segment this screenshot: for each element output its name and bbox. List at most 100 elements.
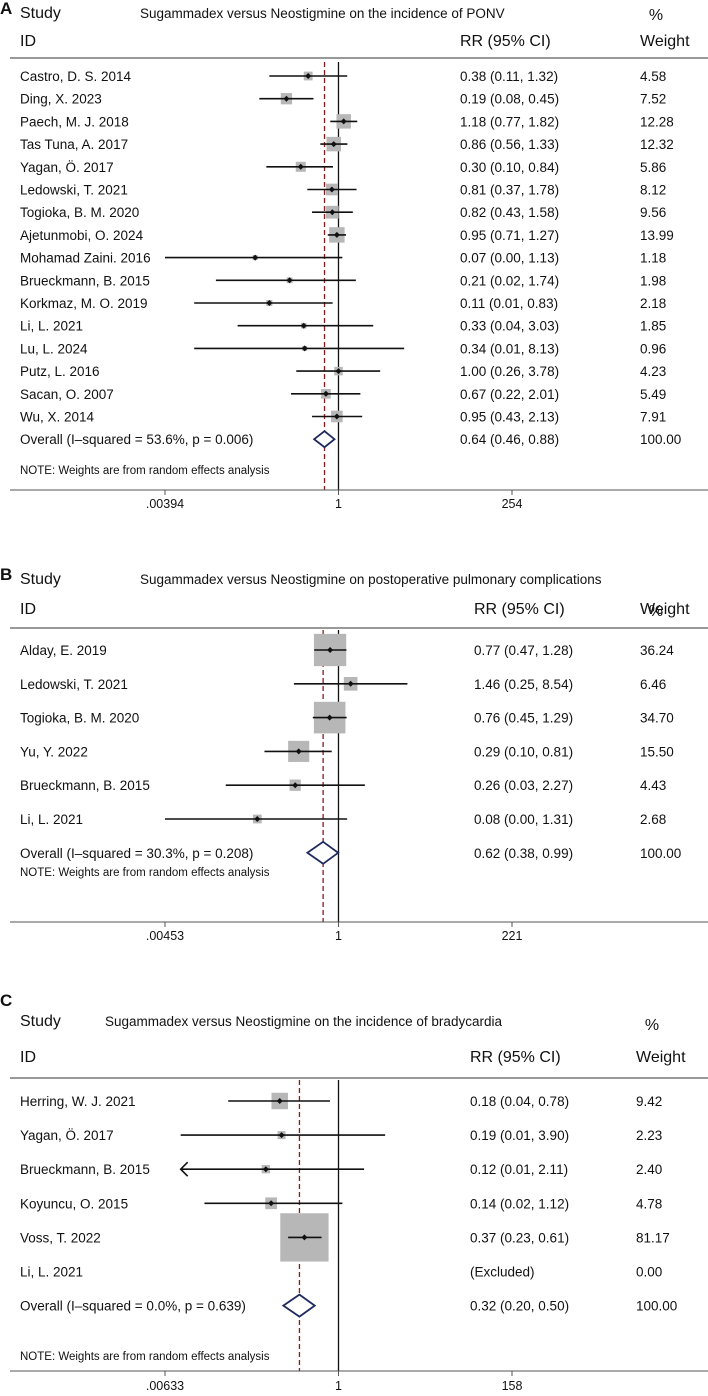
weight-value: 5.86 bbox=[640, 160, 666, 175]
weight-percent-header: % bbox=[645, 1017, 659, 1034]
study-label: Li, L. 2021 bbox=[20, 319, 83, 334]
point-estimate bbox=[329, 209, 336, 216]
study-label: Li, L. 2021 bbox=[20, 812, 83, 827]
panel-title: Sugammadex versus Neostigmine on postope… bbox=[140, 572, 602, 587]
x-axis-tick-label: 254 bbox=[502, 497, 523, 511]
study-row: Putz, L. 2016 1.00 (0.26, 3.78) 4.23 bbox=[20, 364, 666, 379]
rr-ci-value: 0.21 (0.02, 1.74) bbox=[460, 273, 559, 288]
x-axis-tick-label: .00633 bbox=[146, 1379, 184, 1393]
forest-panel-b: B Study Sugammadex versus Neostigmine on p… bbox=[0, 565, 708, 943]
point-estimate bbox=[252, 254, 259, 261]
weight-value: 12.28 bbox=[640, 114, 674, 129]
study-label: Brueckmann, B. 2015 bbox=[20, 1162, 150, 1177]
point-estimate bbox=[347, 680, 354, 687]
overall-rr-ci-value: 0.32 (0.20, 0.50) bbox=[470, 1299, 569, 1314]
rr-ci-value: 0.34 (0.01, 8.13) bbox=[460, 341, 559, 356]
x-axis-tick-label: 1 bbox=[335, 1379, 342, 1393]
point-estimate bbox=[305, 73, 312, 79]
rr-ci-value: 0.67 (0.22, 2.01) bbox=[460, 387, 559, 402]
study-label: Yu, Y. 2022 bbox=[20, 744, 88, 759]
study-label: Korkmaz, M. O. 2019 bbox=[20, 296, 148, 311]
study-row: Alday, E. 2019 0.77 (0.47, 1.28) 36.24 bbox=[20, 633, 674, 667]
study-label: Mohamad Zaini. 2016 bbox=[20, 251, 151, 266]
point-estimate bbox=[330, 141, 337, 148]
rr-ci-value: 1.46 (0.25, 8.54) bbox=[474, 677, 573, 692]
point-estimate bbox=[300, 322, 307, 329]
study-row: Brueckmann, B. 2015 0.26 (0.03, 2.27) 4.43 bbox=[20, 778, 666, 793]
rr-ci-value: 1.00 (0.26, 3.78) bbox=[460, 364, 559, 379]
study-row: Tas Tuna, A. 2017 0.86 (0.56, 1.33) 12.32 bbox=[20, 136, 674, 152]
point-estimate bbox=[326, 714, 333, 721]
point-estimate bbox=[327, 647, 334, 653]
rr-ci-value: 0.08 (0.00, 1.31) bbox=[474, 812, 573, 827]
rr-ci-value: 0.07 (0.00, 1.13) bbox=[460, 251, 559, 266]
weight-value: 9.56 bbox=[640, 205, 666, 220]
weight-value: 4.58 bbox=[640, 69, 666, 84]
weight-value: 7.52 bbox=[640, 92, 666, 107]
rr-ci-value: 0.82 (0.43, 1.58) bbox=[460, 205, 559, 220]
study-row: Li, L. 2021 0.08 (0.00, 1.31) 2.68 bbox=[20, 812, 666, 827]
rr-ci-value: 0.95 (0.43, 2.13) bbox=[460, 410, 559, 425]
weight-value: 34.70 bbox=[640, 711, 674, 726]
overall-rr-ci-value: 0.64 (0.46, 0.88) bbox=[460, 432, 559, 447]
overall-label: Overall (I–squared = 0.0%, p = 0.639) bbox=[20, 1299, 246, 1314]
weight-value: 1.85 bbox=[640, 319, 666, 334]
point-estimate bbox=[335, 368, 342, 375]
study-label: Lu, L. 2024 bbox=[20, 341, 88, 356]
point-estimate bbox=[333, 231, 340, 238]
rr-ci-value: 0.14 (0.02, 1.12) bbox=[470, 1196, 569, 1211]
panel-letter: C bbox=[0, 991, 12, 1010]
rr-ci-value: 0.18 (0.04, 0.78) bbox=[470, 1094, 569, 1109]
study-row: Togioka, B. M. 2020 0.76 (0.45, 1.29) 34.7… bbox=[20, 701, 674, 734]
study-label: Koyuncu, O. 2015 bbox=[20, 1196, 128, 1211]
rr-ci-value: 0.33 (0.04, 3.03) bbox=[460, 319, 559, 334]
point-estimate bbox=[295, 748, 302, 755]
rr-column-header: RR (95% CI) bbox=[460, 33, 551, 50]
id-column-header: ID bbox=[20, 1049, 36, 1066]
study-row: Ledowski, T. 2021 0.81 (0.37, 1.78) 8.12 bbox=[20, 183, 666, 198]
study-row: Mohamad Zaini. 2016 0.07 (0.00, 1.13) 1.18 bbox=[20, 251, 666, 266]
overall-weight-value: 100.00 bbox=[636, 1299, 677, 1314]
rr-ci-value: 0.26 (0.03, 2.27) bbox=[474, 778, 573, 793]
rr-ci-value: 0.29 (0.10, 0.81) bbox=[474, 744, 573, 759]
study-label: Togioka, B. M. 2020 bbox=[20, 711, 139, 726]
point-estimate bbox=[276, 1098, 283, 1104]
study-row: Li, L. 2021 (Excluded) 0.00 bbox=[20, 1265, 662, 1280]
study-row: Ledowski, T. 2021 1.46 (0.25, 8.54) 6.46 bbox=[20, 677, 666, 692]
overall-weight-value: 100.00 bbox=[640, 846, 681, 861]
rr-ci-value: 0.76 (0.45, 1.29) bbox=[474, 711, 573, 726]
weights-note: NOTE: Weights are from random effects an… bbox=[20, 1351, 270, 1363]
rr-ci-value: 0.19 (0.01, 3.90) bbox=[470, 1128, 569, 1143]
study-row: Li, L. 2021 0.33 (0.04, 3.03) 1.85 bbox=[20, 319, 666, 334]
study-label: Yagan, Ö. 2017 bbox=[20, 1128, 114, 1143]
x-axis-tick-label: 1 bbox=[335, 497, 342, 511]
point-estimate bbox=[283, 95, 290, 102]
study-row: Yagan, Ö. 2017 0.19 (0.01, 3.90) 2.23 bbox=[20, 1128, 662, 1143]
overall-diamond bbox=[281, 1293, 317, 1318]
rr-ci-value: 0.81 (0.37, 1.78) bbox=[460, 183, 559, 198]
study-label: Wu, X. 2014 bbox=[20, 410, 95, 425]
study-label: Castro, D. S. 2014 bbox=[20, 69, 132, 84]
study-column-header: Study bbox=[20, 5, 61, 22]
weight-value: 2.40 bbox=[636, 1162, 662, 1177]
point-estimate bbox=[322, 390, 329, 397]
point-estimate bbox=[262, 1166, 269, 1173]
study-row: Voss, T. 2022 0.37 (0.23, 0.61) 81.17 bbox=[20, 1213, 670, 1262]
rr-ci-value: (Excluded) bbox=[470, 1265, 535, 1280]
rr-ci-value: 0.12 (0.01, 2.11) bbox=[470, 1162, 568, 1177]
rr-ci-value: 1.18 (0.77, 1.82) bbox=[460, 114, 559, 129]
study-row: Koyuncu, O. 2015 0.14 (0.02, 1.12) 4.78 bbox=[20, 1196, 662, 1211]
point-estimate bbox=[278, 1132, 285, 1139]
study-label: Ajetunmobi, O. 2024 bbox=[20, 228, 144, 243]
study-row: Yu, Y. 2022 0.29 (0.10, 0.81) 15.50 bbox=[20, 740, 674, 762]
study-row: Lu, L. 2024 0.34 (0.01, 8.13) 0.96 bbox=[20, 341, 666, 356]
overall-row: Overall (I–squared = 53.6%, p = 0.006) 0.… bbox=[20, 430, 681, 449]
point-estimate bbox=[333, 413, 340, 420]
study-label: Ledowski, T. 2021 bbox=[20, 677, 128, 692]
point-estimate bbox=[286, 277, 293, 284]
weight-column-header: Weight bbox=[636, 1049, 686, 1066]
study-row: Korkmaz, M. O. 2019 0.11 (0.01, 0.83) 2.18 bbox=[20, 296, 666, 311]
overall-diamond bbox=[312, 430, 336, 449]
panel-letter: B bbox=[0, 565, 12, 584]
